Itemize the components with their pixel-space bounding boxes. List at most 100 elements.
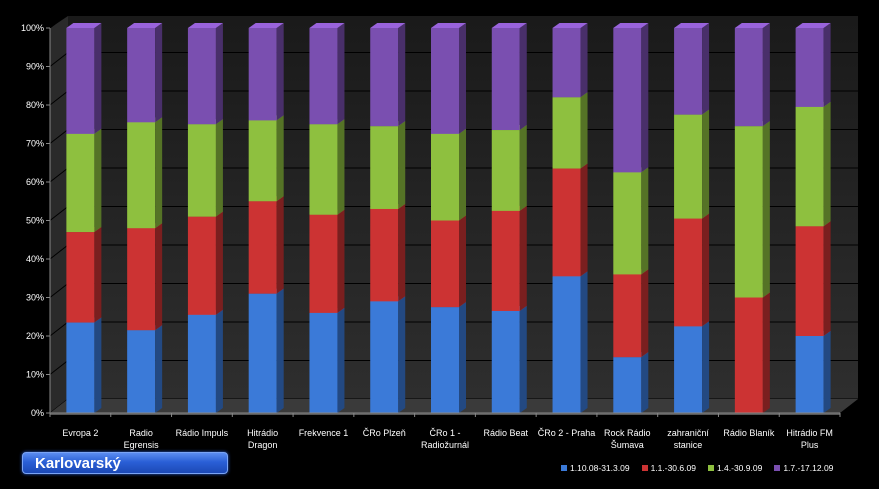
bar-segment-side (215, 211, 223, 315)
bar-segment (370, 301, 399, 413)
bar-segment (491, 28, 520, 131)
bar-segment (187, 28, 216, 125)
bar-stack (309, 23, 345, 413)
x-tick-label: Rádio Impuls (176, 428, 229, 438)
bar-segment (127, 330, 156, 413)
bar-segment (674, 114, 703, 219)
legend-swatch (561, 465, 567, 471)
legend-swatch (641, 465, 648, 471)
bar-segment-top (370, 23, 406, 28)
bar-segment (127, 28, 156, 123)
side-wall (50, 16, 68, 413)
legend-label: 1.4.-30.9.09 (716, 463, 763, 473)
x-tick-label: Rock Rádio Šumava (604, 428, 651, 450)
bar-segment-top (248, 23, 284, 28)
bar-segment (552, 168, 581, 277)
bar-stack (431, 23, 466, 413)
x-tick-label: Hitrádio Dragon (247, 428, 278, 450)
bar-segment-side (94, 23, 102, 134)
y-tick-label: 0% (31, 408, 44, 418)
bar-segment-side (337, 209, 345, 313)
bar-segment-side (459, 23, 466, 134)
bar-segment (370, 126, 399, 209)
bar-segment (370, 28, 399, 127)
bar-segment-side (94, 227, 102, 323)
x-axis-ticks: Evropa 2 Radio Egrensis Rádio Impuls Hitrádi… (49, 412, 841, 450)
bar-segment-side (215, 23, 223, 125)
x-tick-label: Rádio Blaník (723, 428, 775, 438)
bar-segment (187, 216, 216, 315)
region-title-badge: Karlovarský (22, 452, 228, 474)
y-tick-label: 80% (26, 100, 44, 110)
bar-segment (248, 293, 277, 413)
bar-segment-side (398, 296, 406, 413)
bar-segment-side (398, 23, 406, 127)
bar-segment (795, 28, 824, 107)
bar-segment-side (641, 23, 649, 173)
legend-swatch (707, 465, 714, 471)
bar-segment-top (187, 23, 223, 28)
bar-segment-side (155, 325, 163, 413)
bar-segment (613, 28, 642, 173)
bar-segment (309, 312, 338, 413)
bar-segment-top (552, 23, 588, 28)
bar-segment-side (276, 115, 284, 202)
bar-segment-top (127, 23, 163, 28)
bar-segment (431, 28, 459, 134)
bar-segment (187, 124, 216, 217)
x-tick-label: ČRo 1 -Radiožurnál (421, 428, 469, 450)
bar-segment-side (823, 101, 831, 227)
bar-segment-top (66, 23, 102, 28)
bar-segment-side (459, 128, 466, 221)
bar-segment (552, 276, 581, 413)
legend-item: 1.7.-17.12.09 (774, 463, 833, 473)
region-title: Karlovarský (35, 455, 121, 472)
y-tick-label: 100% (21, 23, 44, 33)
y-tick-label: 20% (26, 331, 44, 341)
bar-segment (370, 208, 399, 302)
bar-segment (248, 120, 277, 202)
bar-segment (552, 28, 581, 98)
y-tick-label: 30% (26, 293, 44, 303)
bar-segment (734, 28, 763, 127)
bar-stack (370, 23, 406, 413)
x-tick-label: Rádio Beat (484, 428, 529, 438)
bar-segment (248, 201, 277, 294)
bar-segment-side (155, 223, 163, 331)
bar-segment (674, 218, 703, 327)
bar-stack (66, 23, 102, 413)
x-tick-label: Evropa 2 (62, 428, 98, 438)
bar-segment (127, 122, 156, 229)
bar-segment-side (459, 302, 466, 413)
bar-segment (491, 210, 520, 311)
y-tick-label: 90% (26, 62, 44, 72)
bar-segment-top (734, 23, 770, 28)
chart-legend: 1.10.08-31.3.09 1.1.-30.6.09 1.4.-30.9.09 1… (561, 460, 833, 476)
bar-segment-side (215, 119, 223, 217)
bar-segment-side (641, 352, 649, 413)
bar-segment (309, 28, 338, 125)
bar-segment (309, 124, 338, 215)
y-axis-ticks: 0% 10% 20% 30% 40% 50% 60% 70% 80% 90% 100% (21, 23, 51, 418)
x-tick-label: Radio Egrensis (124, 428, 160, 450)
bar-segment-side (519, 125, 527, 211)
bar-segment-side (155, 23, 163, 123)
bar-segment (66, 322, 95, 413)
bar-segment-side (337, 23, 345, 125)
legend-label: 1.10.08-31.3.09 (570, 463, 630, 473)
bar-stack (248, 23, 284, 413)
bar-segment-top (674, 23, 710, 28)
legend-label: 1.7.-17.12.09 (783, 463, 834, 473)
y-tick-label: 10% (26, 370, 44, 380)
bar-segment (613, 357, 642, 413)
bar-segment (431, 133, 459, 221)
bars (66, 23, 831, 413)
bar-segment-side (155, 117, 163, 229)
grid-line (49, 13, 858, 29)
bar-segment (795, 106, 824, 227)
bar-segment (66, 28, 95, 134)
x-tick-label: Hitrádio FM Plus (786, 428, 833, 450)
bar-segment-side (215, 309, 223, 413)
bar-segment (309, 214, 338, 313)
